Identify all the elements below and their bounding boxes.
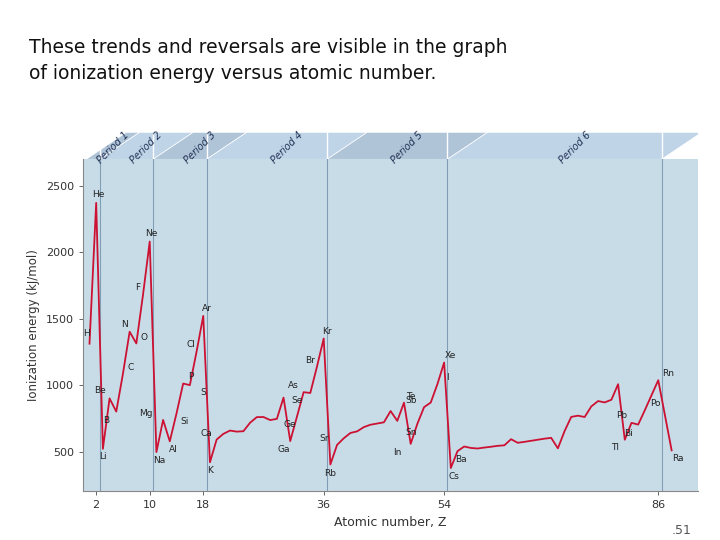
Text: Period 5: Period 5 (390, 130, 425, 165)
Text: As: As (288, 381, 299, 390)
Text: B: B (103, 416, 109, 424)
Y-axis label: Ionization energy (kJ/mol): Ionization energy (kJ/mol) (27, 249, 40, 401)
Text: Si: Si (180, 417, 189, 426)
Text: Al: Al (168, 445, 178, 454)
Text: Se: Se (291, 396, 302, 405)
Text: Kr: Kr (323, 327, 332, 336)
Text: Ge: Ge (284, 421, 297, 429)
Text: Period 1: Period 1 (95, 130, 130, 165)
Text: N: N (121, 320, 127, 329)
Text: Ar: Ar (202, 304, 212, 313)
Text: Period 3: Period 3 (182, 130, 217, 165)
Text: C: C (128, 363, 134, 372)
Text: O: O (141, 333, 148, 342)
Text: .51: .51 (671, 524, 691, 537)
Text: Be: Be (94, 386, 105, 395)
Text: Period 6: Period 6 (557, 130, 593, 165)
Text: H: H (83, 328, 89, 338)
Text: Pb: Pb (616, 411, 627, 421)
Polygon shape (153, 132, 247, 159)
Text: Tl: Tl (611, 443, 618, 453)
Text: Sn: Sn (405, 428, 416, 437)
Text: P: P (189, 372, 194, 381)
Text: Sr: Sr (319, 434, 328, 443)
Polygon shape (447, 132, 702, 159)
Text: Br: Br (305, 356, 315, 364)
Text: F: F (135, 283, 140, 292)
X-axis label: Atomic number, Z: Atomic number, Z (334, 516, 447, 529)
Text: Rn: Rn (662, 369, 675, 378)
Text: S: S (200, 388, 206, 397)
Text: Ga: Ga (277, 444, 289, 454)
Text: Bi: Bi (624, 429, 632, 438)
Text: Xe: Xe (445, 351, 456, 360)
Polygon shape (327, 132, 487, 159)
Text: Ra: Ra (672, 454, 684, 463)
Text: Te: Te (406, 392, 415, 401)
Polygon shape (86, 132, 140, 159)
Text: He: He (92, 190, 104, 199)
Text: In: In (393, 448, 402, 457)
Text: Period 2: Period 2 (129, 130, 164, 165)
Text: Li: Li (99, 453, 107, 461)
Text: Ne: Ne (145, 229, 158, 238)
Text: Po: Po (649, 399, 660, 408)
Text: Period 4: Period 4 (269, 130, 305, 165)
Text: Ba: Ba (455, 455, 467, 464)
Polygon shape (99, 132, 193, 159)
Text: Sb: Sb (405, 396, 416, 406)
Text: Mg: Mg (140, 409, 153, 418)
Text: Rb: Rb (325, 469, 336, 477)
Text: I: I (446, 373, 449, 382)
Text: Cs: Cs (449, 472, 459, 481)
Text: Cl: Cl (186, 340, 196, 349)
Text: These trends and reversals are visible in the graph
of ionization energy versus : These trends and reversals are visible i… (29, 38, 508, 83)
Text: K: K (207, 467, 213, 475)
Text: Na: Na (153, 456, 166, 465)
Text: Ca: Ca (201, 429, 212, 438)
Polygon shape (207, 132, 367, 159)
